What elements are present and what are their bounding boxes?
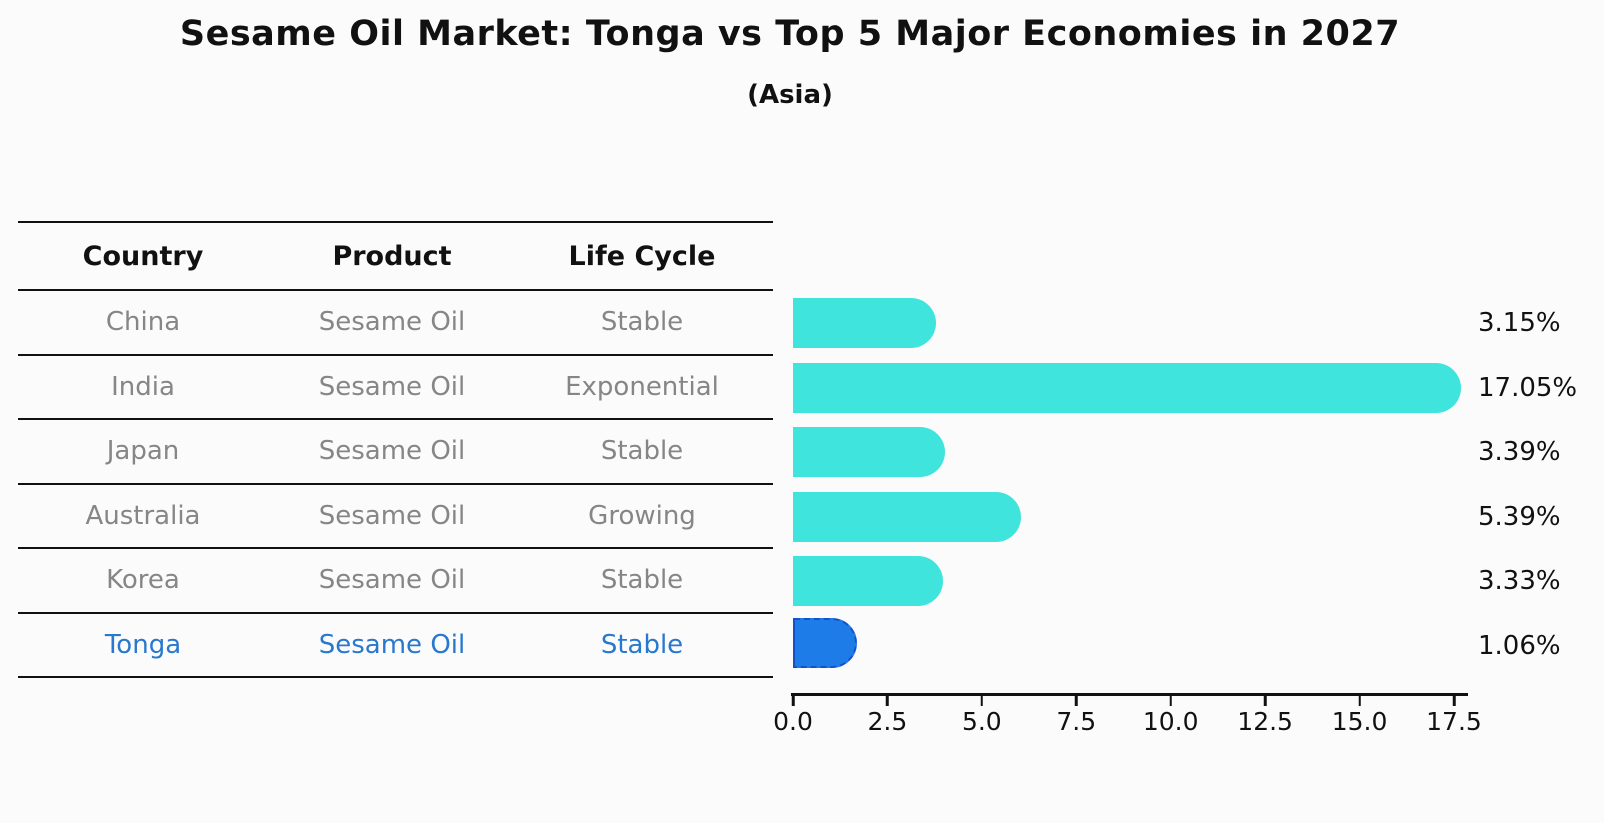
x-tick-label: 5.0 xyxy=(961,707,1002,736)
table-header-row: Country Product Life Cycle xyxy=(18,223,773,291)
x-tick-label: 2.5 xyxy=(867,707,908,736)
cell-life-cycle: Exponential xyxy=(565,371,719,402)
cell-life-cycle: Stable xyxy=(600,436,684,467)
x-tick-mark xyxy=(980,696,984,706)
x-tick-mark xyxy=(791,696,795,706)
value-label: 3.39% xyxy=(1478,437,1561,468)
table-row: Korea Sesame Oil Stable xyxy=(18,549,773,614)
x-tick-mark xyxy=(1452,696,1456,706)
bar-row xyxy=(793,291,1454,356)
table-row-highlighted: Tonga Sesame Oil Stable xyxy=(18,614,773,678)
cell-country: Australia xyxy=(85,500,201,531)
chart-subtitle: (Asia) xyxy=(747,80,833,110)
value-label: 1.06% xyxy=(1478,630,1561,661)
cell-country: Tonga xyxy=(104,629,182,660)
bar-row xyxy=(793,356,1461,421)
bar-australia xyxy=(793,491,1021,542)
table-row: India Sesame Oil Exponential xyxy=(18,356,773,420)
cell-life-cycle: Stable xyxy=(600,307,684,338)
bar-plot xyxy=(793,291,1461,679)
cell-product: Sesame Oil xyxy=(318,629,466,660)
x-tick-label: 0.0 xyxy=(773,707,813,736)
cell-life-cycle: Growing xyxy=(588,500,696,531)
x-tick-mark xyxy=(1263,696,1267,706)
bar-japan xyxy=(793,427,946,477)
col-header-country: Country xyxy=(82,240,204,272)
x-tick-label: 7.5 xyxy=(1056,707,1097,736)
x-tick-label: 15.0 xyxy=(1331,707,1388,736)
cell-product: Sesame Oil xyxy=(318,371,466,402)
value-label: 5.39% xyxy=(1478,501,1561,532)
col-header-life-cycle: Life Cycle xyxy=(568,240,716,272)
col-header-product: Product xyxy=(332,240,452,272)
cell-life-cycle: Stable xyxy=(600,565,684,596)
cell-country: India xyxy=(111,371,175,402)
chart-title: Sesame Oil Market: Tonga vs Top 5 Major … xyxy=(179,14,1401,54)
bar-korea xyxy=(793,556,943,606)
bar-tonga xyxy=(793,618,858,668)
cell-life-cycle: Stable xyxy=(600,629,684,660)
x-tick-label: 17.5 xyxy=(1426,707,1482,736)
bar-row xyxy=(793,485,1454,550)
cell-country: Japan xyxy=(106,436,180,467)
bar-india xyxy=(793,362,1461,413)
value-label: 17.05% xyxy=(1478,372,1578,403)
table-row: China Sesame Oil Stable xyxy=(18,291,773,356)
x-tick-label: 10.0 xyxy=(1142,707,1199,736)
x-tick-mark xyxy=(1358,696,1361,706)
cell-country: Korea xyxy=(106,565,180,596)
x-tick-mark xyxy=(886,696,889,706)
cell-product: Sesame Oil xyxy=(318,436,466,467)
value-label-column: 3.15% 17.05% 3.39% 5.39% 3.33% 1.06% xyxy=(1478,291,1602,678)
table-row: Australia Sesame Oil Growing xyxy=(18,485,773,549)
bar-row xyxy=(793,549,1454,614)
x-axis-line xyxy=(791,693,1468,696)
bar-row xyxy=(793,614,1454,679)
x-axis-ticks: 0.0 2.5 5.0 7.5 10.0 12.5 15.0 17.5 xyxy=(773,695,1482,745)
table-row: Japan Sesame Oil Stable xyxy=(18,420,773,485)
country-table: Country Product Life Cycle China Sesame … xyxy=(18,221,773,678)
bar-china xyxy=(793,298,936,348)
cell-country: China xyxy=(105,307,181,338)
cell-product: Sesame Oil xyxy=(318,500,466,531)
x-tick-mark xyxy=(1169,696,1172,706)
x-tick-mark xyxy=(1075,696,1078,706)
bar-row xyxy=(793,420,1454,485)
cell-product: Sesame Oil xyxy=(318,565,466,596)
cell-product: Sesame Oil xyxy=(318,307,466,338)
value-label: 3.33% xyxy=(1478,566,1561,597)
x-tick-label: 12.5 xyxy=(1237,707,1293,736)
value-label: 3.15% xyxy=(1478,308,1561,339)
